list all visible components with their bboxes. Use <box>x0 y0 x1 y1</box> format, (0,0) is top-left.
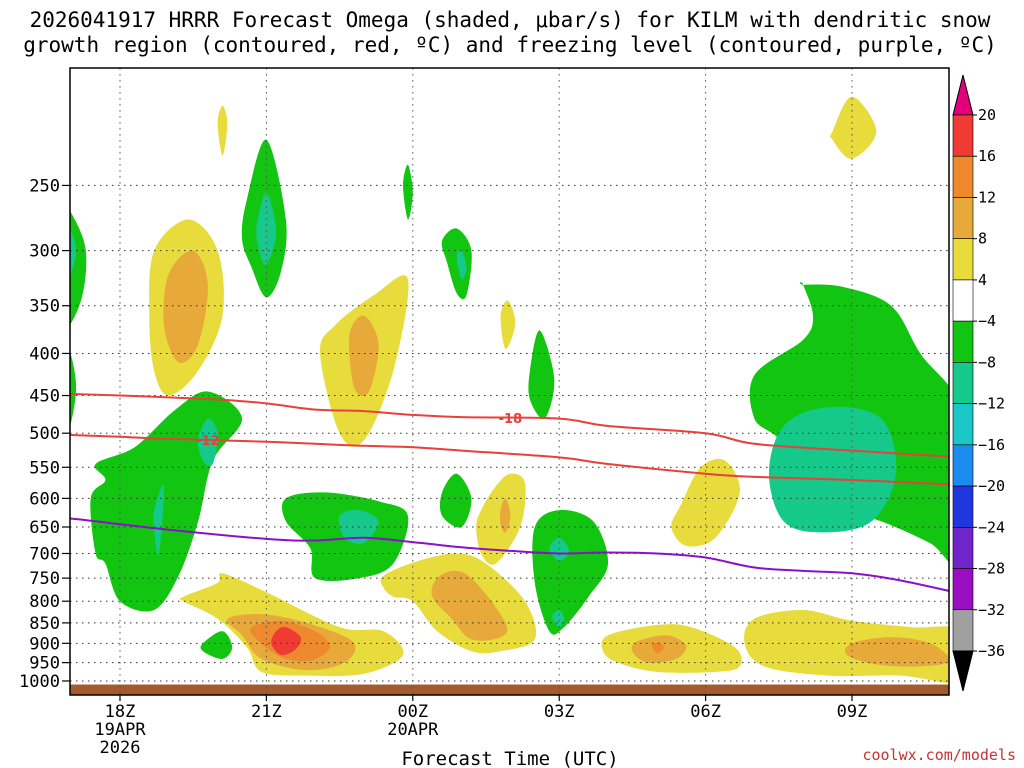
colorbar-label-6: −8 <box>978 353 996 371</box>
contour-line-1 <box>70 433 949 486</box>
colorbar-swatch-7 <box>952 403 974 446</box>
colorbar-label-0: 20 <box>978 106 996 124</box>
y-tick-label-550: 550 <box>29 458 60 478</box>
omega-region-41 <box>671 458 740 547</box>
omega-region-14 <box>200 631 233 659</box>
y-tick-label-350: 350 <box>29 297 60 317</box>
y-tick-label-400: 400 <box>29 344 60 364</box>
x-tick-label-03Z: 03Z <box>544 702 575 722</box>
x-tick-label-09Z: 09Z <box>837 702 868 722</box>
omega-region-8 <box>528 330 555 420</box>
contour-layer: -18 -12 <box>70 392 949 592</box>
y-tick-label-700: 700 <box>29 544 60 564</box>
credit-text[interactable]: coolwx.com/models <box>862 746 1016 764</box>
contour-line-2 <box>70 517 949 592</box>
omega-region-27 <box>830 96 877 159</box>
colorbar-swatch-12 <box>952 609 974 652</box>
y-tick-label-250: 250 <box>29 176 60 196</box>
contour-line-0 <box>70 392 949 458</box>
chart-title-line-2: growth region (contoured, red, ºC) and f… <box>23 33 997 57</box>
contour-label-0: -18 <box>499 412 523 427</box>
chart-title-line-1: 2026041917 HRRR Forecast Omega (shaded, … <box>30 8 991 32</box>
colorbar-label-13: −36 <box>978 642 1005 660</box>
omega-region-1 <box>70 229 77 278</box>
colorbar-swatch-8 <box>952 444 974 487</box>
x-tick-label-21Z: 21Z <box>251 702 282 722</box>
colorbar-label-10: −24 <box>978 518 1005 536</box>
y-tick-label-900: 900 <box>29 634 60 654</box>
omega-region-5 <box>403 164 413 220</box>
y-tick-label-950: 950 <box>29 654 60 674</box>
contour-label-1: -12 <box>196 434 220 449</box>
colorbar-swatch-6 <box>952 362 974 404</box>
y-tick-label-750: 750 <box>29 569 60 589</box>
omega-region-4 <box>256 192 277 266</box>
colorbar-label-8: −16 <box>978 436 1005 454</box>
colorbar-label-2: 12 <box>978 188 996 206</box>
y-tick-label-500: 500 <box>29 424 60 444</box>
y-tick-label-800: 800 <box>29 592 60 612</box>
y-tick-label-300: 300 <box>29 242 60 262</box>
ground-surface <box>70 684 949 695</box>
x-tick-label-00Z: 00Z <box>397 702 428 722</box>
x-axis-label: Forecast Time (UTC) <box>401 748 618 768</box>
omega-region-2 <box>70 351 77 427</box>
colorbar-label-5: −4 <box>978 312 996 330</box>
omega-region-40 <box>844 637 949 667</box>
colorbar-arrow-top <box>952 74 974 116</box>
x-tick-sublabel-18Z-0: 19APR <box>94 720 146 740</box>
y-tick-label-450: 450 <box>29 387 60 407</box>
colorbar-label-7: −12 <box>978 395 1005 413</box>
omega-region-31 <box>431 570 508 641</box>
plot-area: -18 -12 <box>70 68 949 695</box>
colorbar-swatch-0 <box>952 114 974 157</box>
omega-region-12 <box>197 418 218 467</box>
omega-region-13 <box>153 484 165 556</box>
omega-region-26 <box>500 300 516 349</box>
omega-region-29 <box>500 498 511 533</box>
colorbar-label-1: 16 <box>978 147 996 165</box>
colorbar-swatch-5 <box>952 320 974 363</box>
omega-region-6 <box>441 228 472 300</box>
omega-region-17 <box>439 473 472 528</box>
omega-region-23 <box>217 105 228 156</box>
plot-frame <box>69 67 950 696</box>
colorbar-label-3: 8 <box>978 230 987 248</box>
colorbar-swatch-11 <box>952 568 974 611</box>
ground-layer <box>70 684 949 695</box>
omega-region-18 <box>532 509 609 635</box>
grid-layer <box>70 68 949 695</box>
y-tick-label-1000: 1000 <box>19 672 60 692</box>
colorbar-swatch-4 <box>952 279 974 322</box>
colorbar-swatch-1 <box>952 155 974 198</box>
colorbar: 20 16 12 8 4 −4 −8 −12 −16 −20 −24 −28 −32 −36 <box>952 74 1005 692</box>
colorbar-label-12: −32 <box>978 601 1005 619</box>
colorbar-swatch-3 <box>952 238 974 281</box>
omega-region-10 <box>769 406 897 533</box>
colorbar-swatch-2 <box>952 197 974 239</box>
x-tick-sublabel-18Z-1: 2026 <box>100 738 141 758</box>
colorbar-arrow-bottom <box>952 650 974 692</box>
x-tick-label-06Z: 06Z <box>690 702 721 722</box>
y-tick-label-650: 650 <box>29 518 60 538</box>
y-tick-label-850: 850 <box>29 614 60 634</box>
omega-shading-layer <box>70 96 949 684</box>
colorbar-swatch-10 <box>952 527 974 569</box>
y-tick-label-600: 600 <box>29 489 60 509</box>
omega-region-20 <box>551 609 565 628</box>
x-tick-label-18Z: 18Z <box>105 702 136 722</box>
omega-region-25 <box>348 315 379 396</box>
colorbar-label-4: 4 <box>978 271 987 289</box>
colorbar-label-9: −20 <box>978 477 1005 495</box>
omega-region-22 <box>163 250 208 363</box>
omega-region-38 <box>651 642 665 654</box>
colorbar-swatch-9 <box>952 485 974 528</box>
omega-region-35 <box>271 626 302 656</box>
x-tick-sublabel-00Z-0: 20APR <box>387 720 439 740</box>
y-axis: 2503003504004505005506006507007508008509… <box>19 176 70 692</box>
colorbar-label-11: −28 <box>978 560 1005 578</box>
omega-region-7 <box>456 250 467 280</box>
